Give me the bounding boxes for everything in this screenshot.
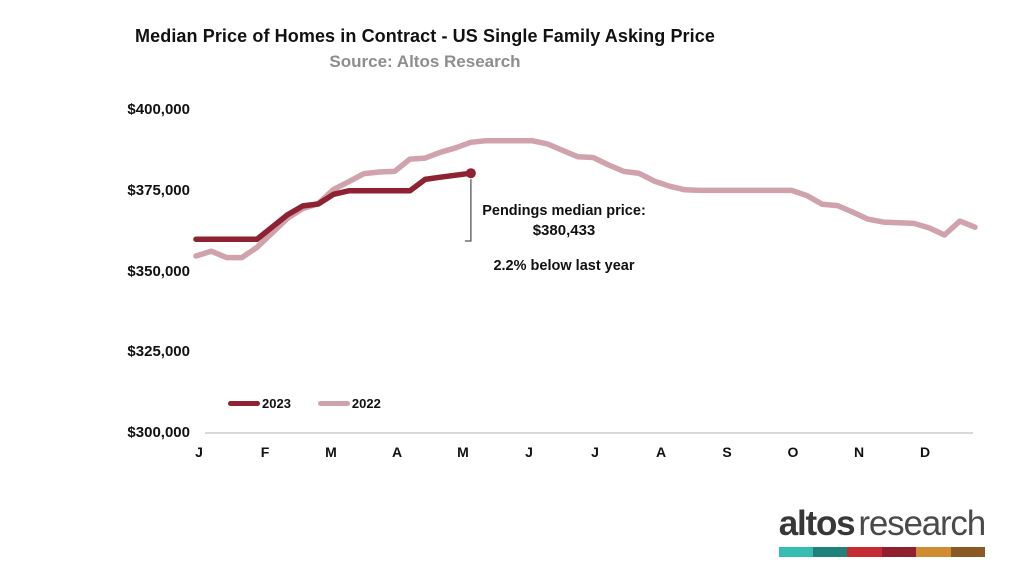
y-axis-label: $375,000 bbox=[127, 181, 190, 199]
x-axis-label-month: A bbox=[655, 444, 667, 460]
logo-color-bar bbox=[778, 547, 985, 558]
x-axis-label-month: M bbox=[325, 444, 337, 460]
x-axis-label-month: A bbox=[391, 444, 403, 460]
x-axis-label-month: F bbox=[260, 444, 270, 460]
annotation-leader-line bbox=[464, 179, 472, 242]
logo-bar-segment bbox=[881, 547, 917, 558]
altos-research-logo: altos research bbox=[778, 504, 986, 558]
y-axis-label: $325,000 bbox=[127, 343, 190, 361]
series-endpoint-dot bbox=[465, 168, 476, 179]
x-axis-label-month: O bbox=[787, 444, 799, 460]
title-block: Median Price of Homes in Contract - US S… bbox=[0, 26, 850, 72]
annotation-callout: Pendings median price: $380,433 2.2% bel… bbox=[453, 203, 675, 274]
y-axis-label: $350,000 bbox=[127, 262, 190, 280]
logo-word-research: research bbox=[858, 504, 986, 543]
annotation-value: $380,433 bbox=[532, 222, 596, 239]
x-axis-label-month: J bbox=[525, 444, 533, 460]
y-axis-label: $300,000 bbox=[127, 424, 190, 441]
legend-item-2023: 2023 bbox=[228, 396, 291, 411]
logo-bar-segment bbox=[847, 547, 882, 558]
x-axis-label-month: D bbox=[919, 444, 931, 460]
legend-label: 2022 bbox=[351, 396, 381, 411]
x-axis-label-month: M bbox=[457, 444, 469, 460]
chart-subtitle: Source: Altos Research bbox=[329, 52, 521, 71]
logo-wordmark: altos research bbox=[778, 504, 986, 544]
x-axis-label-month: S bbox=[722, 444, 732, 460]
x-axis-label-month: J bbox=[195, 444, 203, 460]
annotation-line1: Pendings median price: bbox=[482, 203, 646, 219]
logo-bar-segment bbox=[778, 547, 814, 558]
annotation-line3: 2.2% below last year bbox=[493, 258, 635, 274]
legend-swatch bbox=[317, 401, 350, 406]
logo-bar-segment bbox=[916, 547, 951, 558]
legend: 2023 2022 bbox=[228, 396, 408, 411]
x-axis-label-month: J bbox=[591, 444, 599, 460]
y-axis-label: $400,000 bbox=[127, 101, 190, 118]
series-line-2023 bbox=[193, 170, 474, 242]
legend-swatch bbox=[228, 401, 260, 406]
x-axis-label-month: N bbox=[853, 444, 865, 460]
logo-bar-segment bbox=[950, 547, 985, 558]
logo-word-altos: altos bbox=[778, 504, 856, 543]
chart-title: Median Price of Homes in Contract - US S… bbox=[135, 26, 715, 46]
legend-label: 2023 bbox=[262, 396, 291, 411]
legend-item-2022: 2022 bbox=[317, 396, 381, 411]
logo-bar-segment bbox=[813, 547, 848, 558]
